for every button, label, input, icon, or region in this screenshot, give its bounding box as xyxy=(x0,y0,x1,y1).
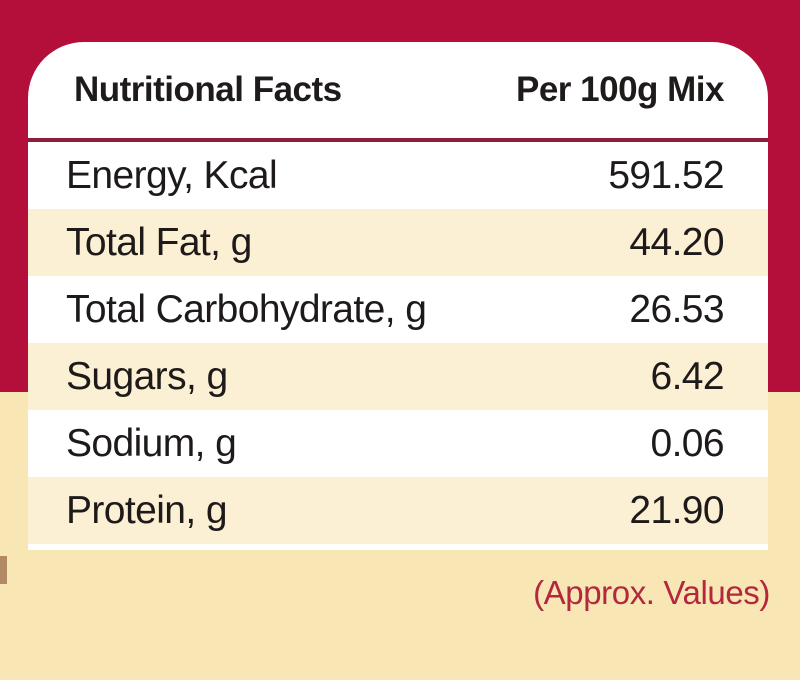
nutrient-label: Total Fat, g xyxy=(66,220,252,264)
serving-size-label: Per 100g Mix xyxy=(516,70,725,109)
nutrition-row-sodium: Sodium, g 0.06 xyxy=(28,410,768,477)
nutrient-value: 6.42 xyxy=(650,354,724,398)
left-edge-mark xyxy=(0,556,7,584)
nutrition-row-total-fat: Total Fat, g 44.20 xyxy=(28,209,768,276)
nutrition-facts-card: Nutritional Facts Per 100g Mix Energy, K… xyxy=(28,42,768,550)
nutrition-row-total-carbohydrate: Total Carbohydrate, g 26.53 xyxy=(28,276,768,343)
nutrient-value: 21.90 xyxy=(629,488,724,532)
nutrient-value: 0.06 xyxy=(650,421,724,465)
nutrient-label: Sugars, g xyxy=(66,354,228,398)
nutrition-title: Nutritional Facts xyxy=(74,70,342,109)
nutrient-label: Total Carbohydrate, g xyxy=(66,287,427,331)
header-divider xyxy=(28,138,768,142)
approx-values-note: (Approx. Values) xyxy=(533,574,770,611)
nutrition-row-protein: Protein, g 21.90 xyxy=(28,477,768,544)
nutrient-value: 26.53 xyxy=(629,287,724,331)
nutrient-label: Energy, Kcal xyxy=(66,153,278,197)
nutrition-header-row: Nutritional Facts Per 100g Mix xyxy=(28,42,768,138)
nutrient-label: Sodium, g xyxy=(66,421,237,465)
nutrient-value: 591.52 xyxy=(608,153,724,197)
nutrient-value: 44.20 xyxy=(629,220,724,264)
nutrition-row-sugars: Sugars, g 6.42 xyxy=(28,343,768,410)
nutrition-row-energy: Energy, Kcal 591.52 xyxy=(28,142,768,209)
nutrient-label: Protein, g xyxy=(66,488,228,532)
